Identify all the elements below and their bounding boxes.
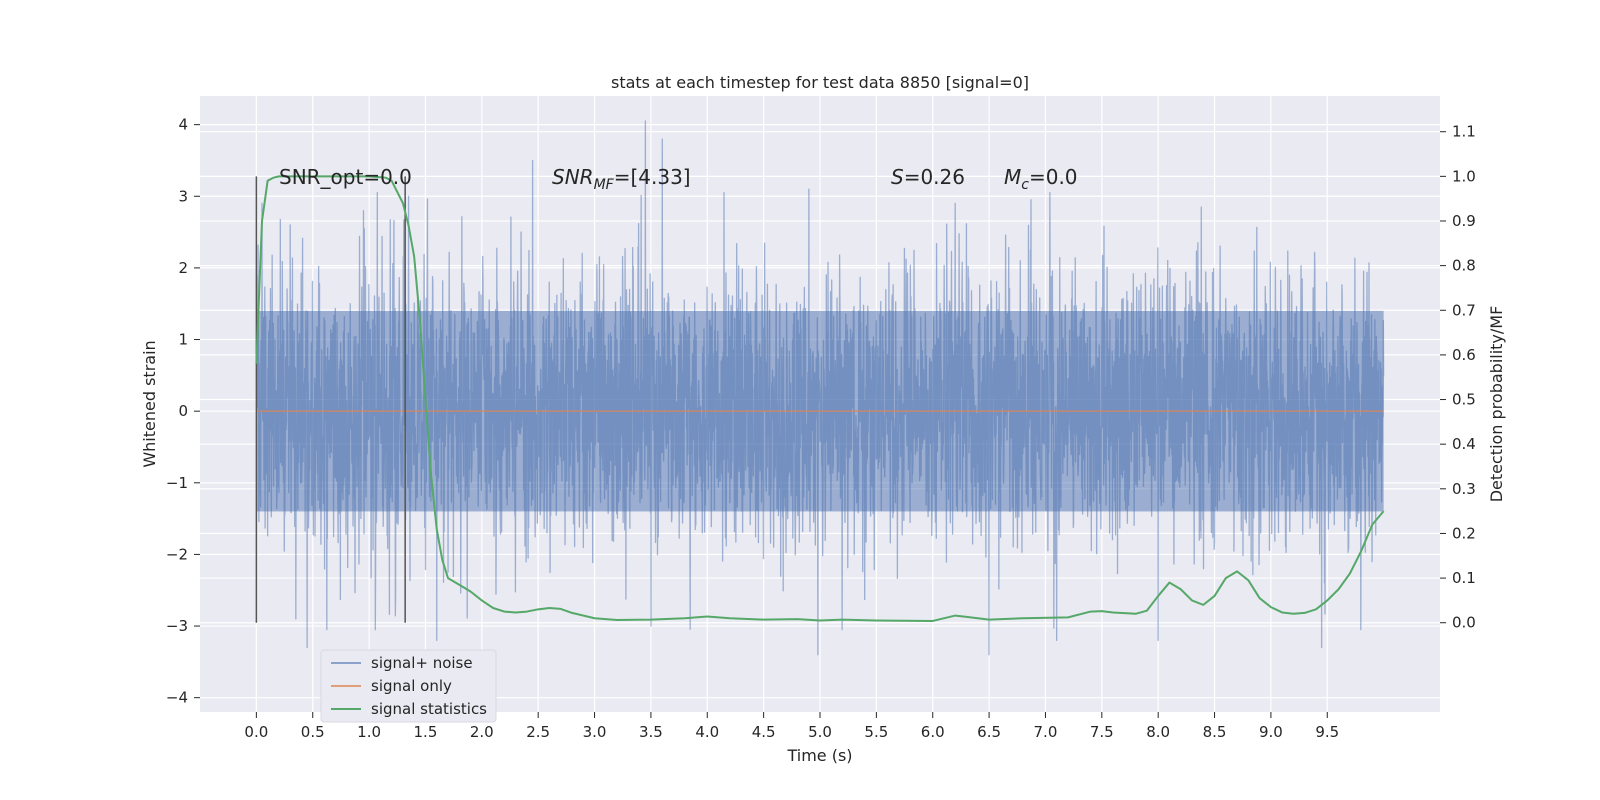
x-tick-label: 3.5 bbox=[639, 723, 663, 741]
y2-tick-label: 0.5 bbox=[1452, 391, 1476, 409]
y-tick-label: −1 bbox=[166, 474, 188, 492]
legend-label-signal-statistics: signal statistics bbox=[371, 700, 487, 718]
y2-tick-label: 0.4 bbox=[1452, 435, 1476, 453]
y2-tick-label: 0.0 bbox=[1452, 614, 1476, 632]
x-tick-label: 8.0 bbox=[1146, 723, 1170, 741]
mc-annotation: Mc=0.0 bbox=[1004, 165, 1078, 193]
x-tick-label: 4.0 bbox=[695, 723, 719, 741]
signal-statistics-line bbox=[255, 175, 1385, 622]
vertical-markers bbox=[255, 176, 406, 623]
y2-tick-label: 0.8 bbox=[1452, 257, 1476, 275]
y-tick-label: 3 bbox=[178, 187, 188, 205]
y-tick-label: −3 bbox=[166, 617, 188, 635]
chart-title: stats at each timestep for test data 885… bbox=[611, 73, 1029, 92]
x-tick-label: 5.5 bbox=[864, 723, 888, 741]
x-tick-label: 0.0 bbox=[244, 723, 268, 741]
y2-tick-label: 1.0 bbox=[1452, 167, 1476, 185]
x-tick-label: 2.5 bbox=[526, 723, 550, 741]
legend-label-signal-only: signal only bbox=[371, 677, 452, 695]
y2-tick-label: 0.9 bbox=[1452, 212, 1476, 230]
x-tick-label: 5.0 bbox=[808, 723, 832, 741]
y2-tick-label: 1.1 bbox=[1452, 123, 1476, 141]
y2-axis-ticks: 0.0 0.1 0.2 0.3 0.4 0.5 0.6 0.7 0.8 0.9 1.0 1.1 bbox=[1440, 123, 1476, 632]
x-tick-label: 6.0 bbox=[921, 723, 945, 741]
y2-tick-label: 0.6 bbox=[1452, 346, 1476, 364]
x-tick-label: 4.5 bbox=[752, 723, 776, 741]
y2-tick-label: 0.2 bbox=[1452, 524, 1476, 542]
y-axis-ticks: −4 −3 −2 −1 0 1 2 3 4 bbox=[166, 116, 200, 707]
x-tick-label: 7.0 bbox=[1034, 723, 1058, 741]
signal-noise-line bbox=[255, 120, 1385, 656]
snr-mf-annotation: SNRMF=[4.33] bbox=[552, 165, 691, 193]
x-axis-ticks: 0.0 0.5 1.0 1.5 2.0 2.5 3.0 3.5 4.0 4.5 5.0 5.5 6.0 6… bbox=[244, 712, 1339, 741]
legend-label-signal-noise: signal+ noise bbox=[371, 654, 473, 672]
y2-axis-label: Detection probability/MF bbox=[1487, 306, 1506, 503]
y-tick-label: 0 bbox=[178, 402, 188, 420]
x-tick-label: 1.5 bbox=[414, 723, 438, 741]
legend: signal+ noise signal only signal statist… bbox=[320, 649, 497, 723]
x-tick-label: 3.0 bbox=[583, 723, 607, 741]
y-tick-label: −4 bbox=[166, 689, 188, 707]
y-tick-label: 1 bbox=[178, 331, 188, 349]
s-statistic-annotation: S=0.26 bbox=[891, 165, 965, 189]
x-axis-label: Time (s) bbox=[786, 746, 852, 765]
x-tick-label: 2.0 bbox=[470, 723, 494, 741]
y-tick-label: 2 bbox=[178, 259, 188, 277]
snr-opt-annotation: SNR_opt=0.0 bbox=[279, 165, 412, 189]
y-axis-label: Whitened strain bbox=[140, 340, 159, 467]
legend-box bbox=[320, 649, 497, 723]
y-tick-label: −2 bbox=[166, 545, 188, 563]
signal-statistics-series bbox=[255, 175, 1385, 622]
x-tick-label: 6.5 bbox=[977, 723, 1001, 741]
y-tick-label: 4 bbox=[178, 116, 188, 134]
x-tick-label: 1.0 bbox=[357, 723, 381, 741]
x-tick-label: 0.5 bbox=[301, 723, 325, 741]
x-tick-label: 8.5 bbox=[1203, 723, 1227, 741]
x-tick-label: 7.5 bbox=[1090, 723, 1114, 741]
y2-tick-label: 0.7 bbox=[1452, 301, 1476, 319]
x-tick-label: 9.0 bbox=[1259, 723, 1283, 741]
y2-tick-label: 0.3 bbox=[1452, 480, 1476, 498]
x-tick-label: 9.5 bbox=[1315, 723, 1339, 741]
y2-tick-label: 0.1 bbox=[1452, 569, 1476, 587]
